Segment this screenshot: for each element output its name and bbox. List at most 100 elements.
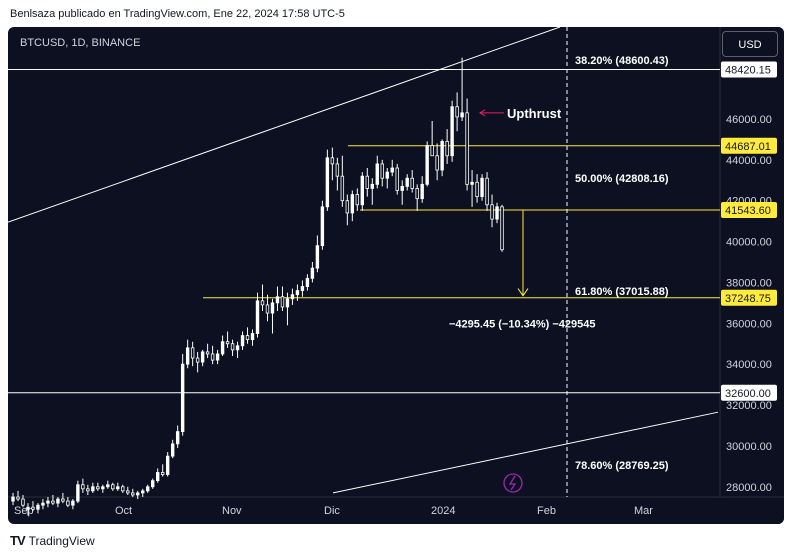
candle-body [66,500,70,506]
y-tick-label: 40000.00 [726,237,772,249]
candle-body [385,171,389,179]
price-label-box [721,202,777,219]
publish-caption: Benlsaza publicado en TradingView.com, E… [10,8,345,20]
x-tick-label: Feb [537,505,556,517]
candle-body [21,498,25,506]
price-label-box [721,384,777,401]
candle-body [330,157,335,165]
x-tick-label: Oct [115,505,132,517]
x-tick-label: Mar [634,505,653,517]
candle-body [400,185,404,191]
candle-body [46,500,50,504]
candle-body [395,167,399,191]
lightning-icon[interactable] [503,473,523,493]
candle-body [151,480,155,488]
x-tick-label: 2024 [431,505,455,517]
candle-body [250,333,255,341]
candle-body [255,300,260,334]
candle-body [295,290,300,296]
candle-body [365,175,369,189]
candle-body [165,455,170,475]
candle-body [470,181,474,185]
candle-body [61,498,65,502]
candle-body [56,498,60,504]
candle-body [81,484,85,490]
x-tick-label: Sep [14,505,34,517]
candle-body [195,357,200,363]
candle-body [111,484,115,490]
candle-body [355,194,360,206]
candle-body [36,504,40,510]
fib-label: 38.20% (48600.43) [575,55,669,67]
candle-body [300,286,305,292]
candle-body [280,296,285,308]
y-tick-label: 36000.00 [726,318,772,330]
candle-body [440,141,444,171]
candle-body [375,163,379,185]
candle-body [141,490,145,494]
measure-label: −4295.45 (−10.34%) −429545 [449,318,596,330]
lightning-icon-bolt [508,475,517,491]
candle-body [175,431,180,445]
currency-button[interactable]: USD [722,31,778,57]
price-label-text: 32600.00 [725,388,771,400]
candle-body [305,277,310,287]
y-tick-label: 30000.00 [726,441,772,453]
candle-body [460,112,464,118]
candle-body [230,343,235,351]
candle-body [41,502,45,506]
price-axis[interactable] [720,27,784,524]
candle-body [200,351,205,363]
tradingview-brand-text: TradingView [28,533,95,548]
upper-channel-line [8,27,561,223]
candle-body [315,245,320,269]
candle-body [71,500,75,506]
candle-body [106,484,110,488]
candle-body [290,294,295,300]
candle-body [215,353,220,361]
candle-body [465,112,469,185]
candle-body [475,181,479,198]
tradingview-logo-icon: TV [10,533,26,548]
candle-body [51,500,55,504]
tradingview-logo[interactable]: TV TradingView [10,533,95,548]
candle-body [405,177,409,187]
candle-body [11,496,15,502]
candle-body [265,304,270,314]
candle-body [31,506,35,510]
candle-body [425,145,429,185]
y-tick-label: 28000.00 [726,482,772,494]
candle-body [240,335,245,347]
candle-body [235,345,240,351]
candle-body [420,183,424,200]
fib-label: 78.60% (28769.25) [575,460,669,472]
y-tick-label: 44000.00 [726,155,772,167]
candle-body [370,183,374,189]
candle-body [310,267,315,279]
candle-body [170,443,175,457]
candle-body [116,486,120,490]
candle-body [185,347,190,365]
candle-body [450,106,454,157]
candle-body [160,472,165,475]
price-label-text: 41543.60 [725,205,771,217]
candle-body [430,145,434,157]
candle-body [260,300,265,306]
candle-body [495,206,499,220]
y-tick-label: 34000.00 [726,359,772,371]
candle-body [131,492,135,496]
candle-body [96,486,100,490]
price-label-box [721,61,777,78]
candle-body [345,200,350,214]
measure-arrow-head [517,288,529,297]
candle-body [445,141,449,157]
fib-label: 61.80% (37015.88) [575,286,669,298]
candle-body [101,486,105,490]
candle-body [86,488,90,492]
upthrust-label: Upthrust [507,106,562,121]
upthrust-arrow-head [479,109,486,117]
chart-canvas[interactable]: 28000.00 30000.00 32000.00 34000.00 36000.00… [8,27,784,524]
y-tick-label: 38000.00 [726,277,772,289]
candle-body [360,175,364,206]
chart-panel: 28000.00 30000.00 32000.00 34000.00 36000.00… [8,27,784,524]
